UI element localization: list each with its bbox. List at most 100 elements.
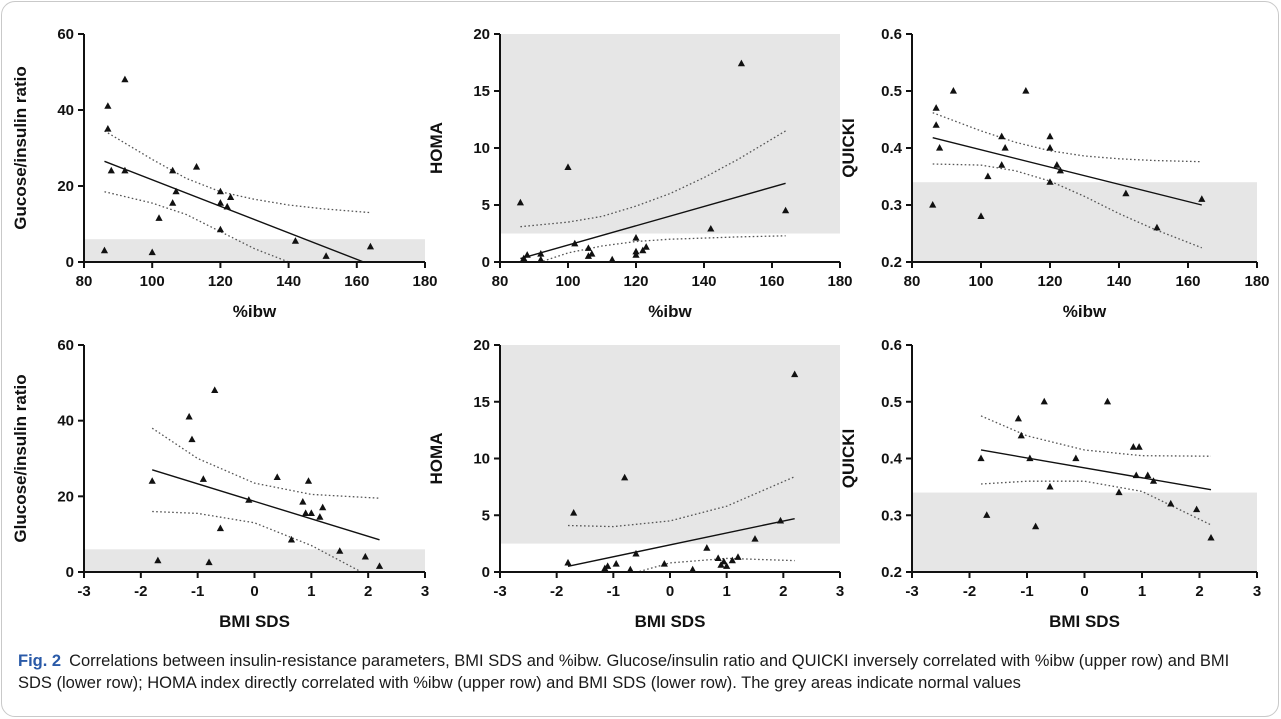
data-point	[216, 187, 224, 195]
confidence-band-lower	[538, 235, 786, 262]
data-point	[1046, 482, 1054, 490]
data-point	[717, 561, 725, 568]
data-point	[751, 535, 759, 542]
x-tick-label: 140	[276, 273, 301, 290]
data-point	[188, 435, 196, 443]
data-point	[737, 59, 745, 67]
regression-line	[104, 160, 364, 263]
regression-line	[932, 137, 1202, 206]
y-tick-label: 0	[482, 564, 490, 581]
data-point	[185, 412, 193, 420]
x-tick-label: 140	[691, 273, 716, 290]
x-tick-label: 1	[1138, 583, 1146, 600]
data-point	[570, 508, 578, 516]
y-axis-label: Glucose/insulin ratio	[11, 374, 30, 542]
data-point	[977, 454, 985, 462]
data-point	[1207, 533, 1215, 541]
data-point	[148, 477, 156, 484]
confidence-band-lower	[104, 191, 289, 262]
y-tick-label: 10	[473, 451, 490, 468]
y-axis-label: HOMA	[427, 122, 446, 174]
y-tick-label: 5	[482, 197, 490, 214]
data-point	[316, 513, 324, 520]
data-point	[632, 251, 640, 258]
data-point	[689, 565, 697, 573]
chart-panel-5: -3 -2 -1 0 1 2 3 0 5 10 15 20 BMI SDS HOMA	[427, 337, 844, 631]
data-point	[1144, 471, 1152, 479]
data-point	[169, 166, 177, 174]
caption-text: Correlations between insulin-resistance …	[18, 652, 1230, 692]
normal-range-band	[84, 549, 425, 572]
x-tick-label: 3	[1253, 583, 1261, 600]
chart-panel-1: 80 100 120 140 160 180 0 20 40 60 %ibw Gucose/insul…	[11, 26, 438, 321]
data-point	[626, 565, 634, 573]
x-tick-label: -1	[191, 583, 204, 600]
x-axis-label: %ibw	[1063, 302, 1107, 321]
normal-range-band	[84, 239, 425, 262]
x-tick-label: -2	[963, 583, 976, 600]
x-tick-label: 160	[1175, 273, 1200, 290]
data-point	[336, 547, 344, 554]
data-point	[1149, 477, 1158, 484]
x-tick-label: 100	[140, 273, 165, 290]
x-axis-label: BMI SDS	[219, 612, 290, 631]
x-tick-label: -1	[1020, 583, 1033, 600]
y-tick-label: 0.3	[881, 197, 902, 214]
data-point	[1167, 499, 1175, 507]
y-tick-label: 0.2	[881, 254, 902, 271]
x-tick-label: 120	[623, 273, 648, 290]
x-tick-label: 160	[344, 273, 369, 290]
y-axis-label: Gucose/insulin ratio	[11, 66, 30, 229]
confidence-band-upper	[980, 415, 1212, 457]
data-point	[1014, 414, 1022, 422]
x-tick-label: 80	[904, 273, 921, 290]
data-point	[1053, 161, 1061, 168]
confidence-band-upper	[151, 427, 380, 499]
y-tick-label: 20	[57, 178, 74, 195]
chart-panel-3: 80 100 120 140 160 180 0.2 0.3 0.4 0.5 0.6 %ibw QUIC…	[839, 26, 1270, 321]
confidence-band-upper	[567, 476, 795, 528]
data-point	[977, 212, 985, 219]
y-tick-label: 0.3	[881, 507, 902, 524]
y-tick-label: 0	[66, 564, 74, 581]
y-tick-label: 0.2	[881, 564, 902, 581]
data-point	[100, 246, 109, 254]
y-tick-label: 60	[57, 26, 74, 43]
data-point	[984, 172, 992, 180]
chart-panel-6: -3 -2 -1 0 1 2 3 0.2 0.3 0.4 0.5 0.6 BMI SDS QUICKI	[839, 337, 1261, 631]
data-point	[571, 239, 579, 247]
x-tick-label: 120	[1037, 273, 1062, 290]
x-tick-label: 3	[421, 583, 429, 600]
data-point	[1153, 223, 1161, 231]
data-point	[216, 524, 224, 532]
x-tick-label: 1	[722, 583, 730, 600]
data-point	[584, 252, 592, 259]
data-point	[245, 496, 253, 503]
data-point	[632, 549, 640, 557]
y-tick-label: 0	[66, 254, 74, 271]
y-tick-label: 5	[482, 507, 490, 524]
data-point	[302, 509, 310, 516]
y-tick-label: 20	[473, 337, 490, 354]
figure-caption: Fig. 2 Correlations between insulin-resis…	[18, 650, 1263, 694]
data-point	[1046, 178, 1054, 185]
x-tick-label: -1	[607, 583, 620, 600]
data-point	[537, 250, 545, 257]
data-point	[291, 237, 300, 244]
x-tick-label: 100	[968, 273, 993, 290]
y-axis-label: HOMA	[427, 433, 446, 485]
data-point	[564, 163, 572, 170]
data-point	[612, 560, 620, 567]
data-point	[192, 163, 201, 170]
x-tick-label: 0	[1080, 583, 1088, 600]
data-point	[1122, 189, 1130, 197]
data-point	[307, 509, 315, 516]
data-point	[621, 473, 629, 481]
y-tick-label: 0	[482, 254, 490, 271]
x-tick-label: -3	[905, 583, 918, 600]
confidence-band-upper	[104, 130, 371, 214]
data-point	[728, 556, 736, 564]
data-point	[205, 558, 213, 566]
data-point	[523, 251, 531, 258]
data-point	[1046, 132, 1054, 140]
